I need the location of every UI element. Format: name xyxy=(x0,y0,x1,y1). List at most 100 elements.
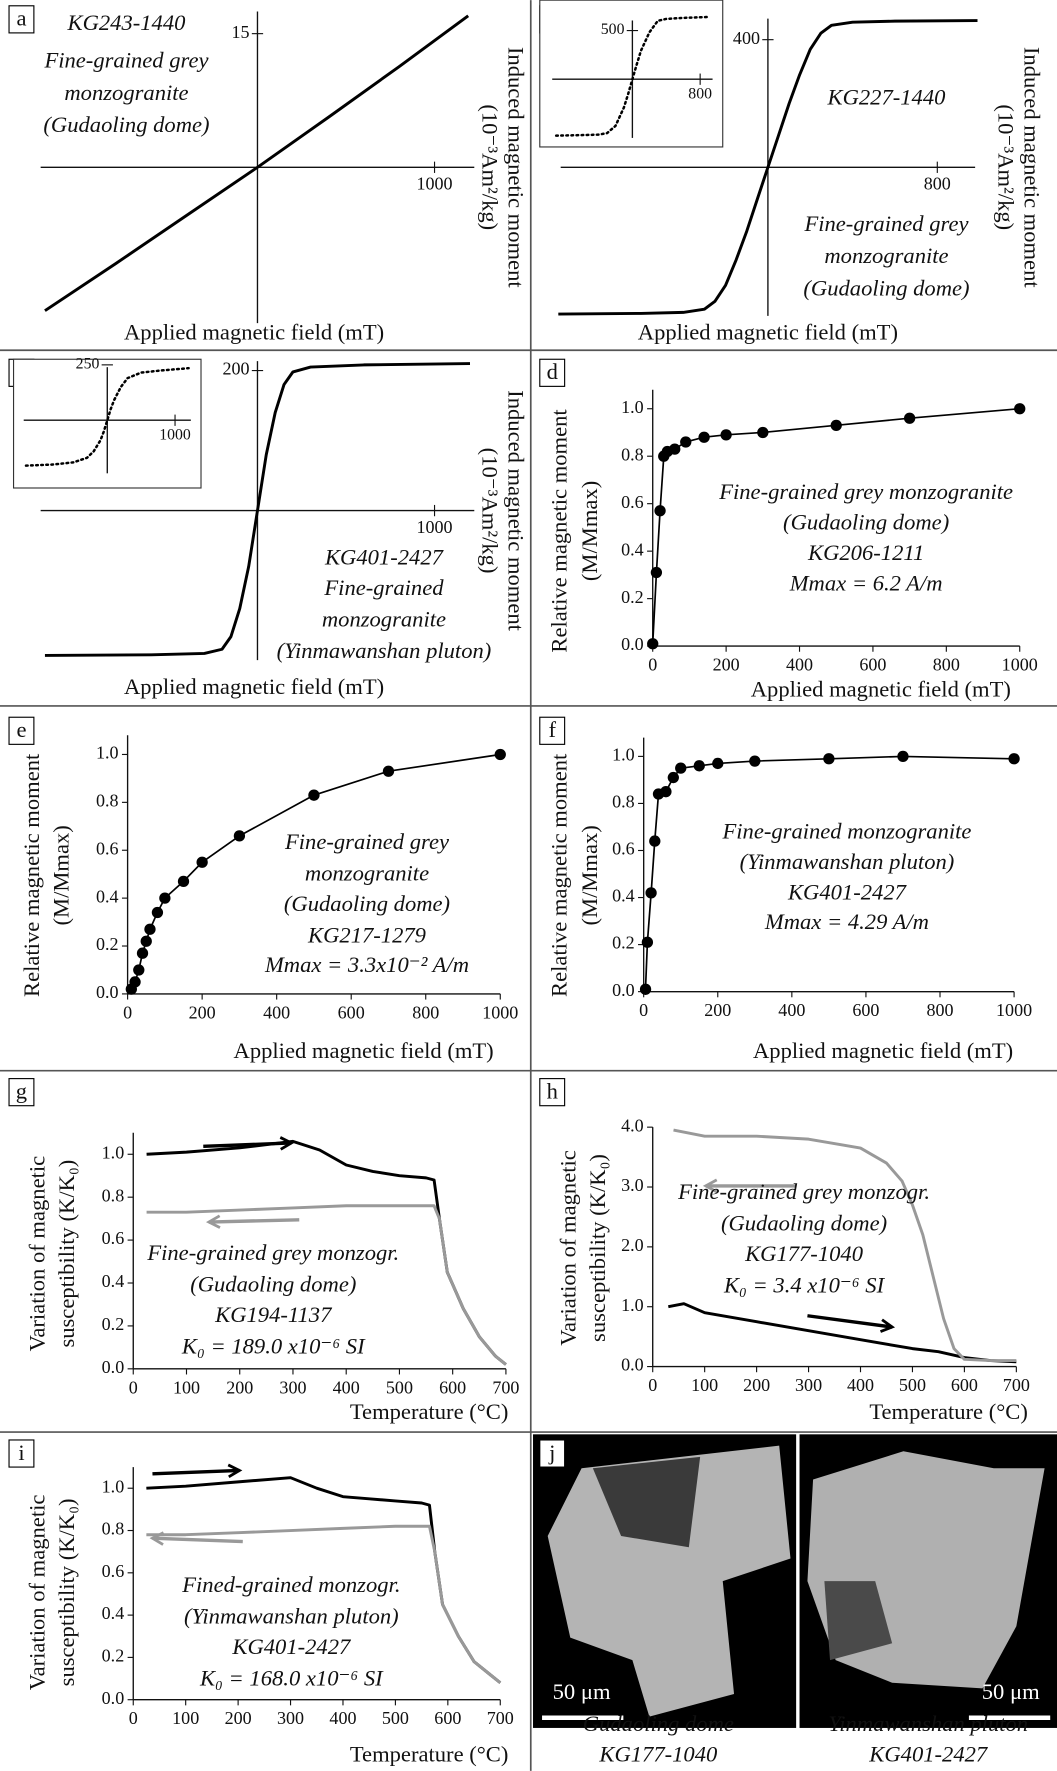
x-axis-label: Applied magnetic field (mT) xyxy=(124,674,384,699)
grain xyxy=(592,1456,701,1548)
annotation: KG217-1279 xyxy=(307,923,426,948)
x-tick-label: 0 xyxy=(648,655,657,675)
chart-panel: 1000 15 a KG243-1440 Fine-grained grey monzog… xyxy=(8,5,529,345)
annotation: K₀ = 3.4 x10⁻⁶ SI xyxy=(723,1273,886,1298)
y-tick-label: 500 xyxy=(601,21,625,38)
data-point xyxy=(639,983,652,995)
annotation: KG401-2427 xyxy=(231,1634,352,1659)
grain xyxy=(547,1445,791,1717)
annotation: KG177-1040 xyxy=(744,1241,863,1266)
y-tick-label: 0.0 xyxy=(96,982,119,1002)
annotation: Fine-grained grey xyxy=(284,829,450,854)
y-tick-label: 0.2 xyxy=(102,1314,125,1334)
data-point xyxy=(129,976,141,988)
x-axis-label: Applied magnetic field (mT) xyxy=(234,1038,494,1063)
caption: Yinmawanshan pluton xyxy=(828,1711,1028,1736)
annotation: (Gudaoling dome) xyxy=(783,509,949,534)
panel-label-box xyxy=(539,1439,566,1468)
data-point xyxy=(177,875,190,888)
y-tick-label: 0.0 xyxy=(621,1355,644,1375)
chart-panel: 0 100 200 300 400 500 600 700 0.0 0.2 0.4 0.6 0.8 1.0… xyxy=(8,1078,519,1424)
data-point xyxy=(136,947,149,959)
x-tick-label: 1000 xyxy=(416,517,452,537)
y-tick-label: 0.8 xyxy=(102,1519,125,1539)
arrow-head xyxy=(149,1531,165,1546)
x-tick-label: 200 xyxy=(704,1000,731,1020)
caption: Gudaoling dome xyxy=(583,1711,734,1736)
x-tick-label: 200 xyxy=(225,1708,252,1728)
arrow xyxy=(152,1468,240,1476)
panel-label: e xyxy=(16,717,26,742)
chart-panel: 0 200 400 600 800 1000 0.0 0.2 0.4 0.6 0.8 1.0 e Fine… xyxy=(8,716,518,1063)
y-tick-label: 0.6 xyxy=(102,1561,125,1581)
x-tick-label: 100 xyxy=(172,1708,199,1728)
x-tick-label: 300 xyxy=(795,1375,822,1395)
x-axis-label: Temperature (°C) xyxy=(869,1399,1028,1424)
panel-label: i xyxy=(18,1440,24,1465)
y-tick-label: 0.6 xyxy=(621,492,644,512)
x-tick-label: 800 xyxy=(688,86,712,103)
chart-panel: 800 500 xyxy=(539,0,724,148)
annotation: Mmax = 4.29 A/m xyxy=(764,909,929,934)
data-point xyxy=(494,748,506,761)
scale-label: 50 μm xyxy=(982,1679,1040,1704)
x-tick-label: 0 xyxy=(648,1375,657,1395)
micrographs: 50 μm 50 μm j Gudaoling dome KG177-1040 … xyxy=(533,1434,1057,1766)
annotation: monzogranite xyxy=(64,80,188,105)
y-tick-label: 0.2 xyxy=(96,934,119,954)
x-tick-label: 600 xyxy=(951,1375,978,1395)
series-line xyxy=(44,362,471,657)
data-point xyxy=(650,566,663,579)
annotation: Fine-grained grey monzogranite xyxy=(718,479,1013,504)
y-tick-label: 1.0 xyxy=(621,1295,644,1315)
data-point xyxy=(823,753,835,765)
annotation: Fine-grained grey xyxy=(43,47,209,72)
data-point xyxy=(669,443,681,455)
x-tick-label: 800 xyxy=(926,1000,953,1020)
y-tick-label: 0.4 xyxy=(612,886,635,906)
chart-panel: 0 100 200 300 400 500 600 700 0.0 1.0 2.0 3.0 4.0 h Fi… xyxy=(539,1078,1030,1424)
x-tick-label: 1000 xyxy=(482,1002,518,1022)
y-axis-label: (M/Mmax) xyxy=(48,825,73,925)
y-axis-label: Variation of magnetic xyxy=(25,1495,50,1691)
x-axis-label: Temperature (°C) xyxy=(350,1399,509,1424)
annotation: (Gudaoling dome) xyxy=(721,1211,887,1236)
x-tick-label: 400 xyxy=(786,655,813,675)
x-tick-label: 1000 xyxy=(159,427,191,444)
panel-label-box xyxy=(539,716,566,745)
y-axis-label: (M/Mmax) xyxy=(577,481,602,581)
annotation: Mmax = 3.3x10⁻² A/m xyxy=(264,952,469,977)
arrow-head xyxy=(879,1318,896,1333)
chart-panel: 0 100 200 300 400 500 600 700 0.0 0.2 0.4 0.6 0.8 1.0… xyxy=(8,1439,514,1766)
annotation: (Gudaoling dome) xyxy=(284,891,450,916)
y-tick-label: 1.0 xyxy=(102,1476,125,1496)
arrow xyxy=(208,1218,300,1224)
data-point xyxy=(159,892,171,904)
y-tick-label: 0.8 xyxy=(621,444,644,464)
x-tick-label: 800 xyxy=(412,1002,439,1022)
annotation: Fine-grained grey monzogr. xyxy=(146,1240,399,1265)
y-axis-label: Variation of magnetic xyxy=(555,1150,580,1346)
y-tick-label: 15 xyxy=(232,22,250,42)
x-tick-label: 1000 xyxy=(1002,655,1038,675)
x-tick-label: 200 xyxy=(743,1375,770,1395)
data-point xyxy=(667,771,679,784)
annotation: K₀ = 168.0 x10⁻⁶ SI xyxy=(199,1666,384,1691)
arrow-head xyxy=(702,1178,718,1194)
x-tick-label: 0 xyxy=(123,1002,132,1022)
panel-label: h xyxy=(547,1078,558,1103)
x-tick-label: 600 xyxy=(338,1002,365,1022)
arrow xyxy=(807,1314,893,1329)
x-tick-label: 300 xyxy=(279,1377,306,1397)
panel-label-box xyxy=(8,1439,35,1468)
data-point xyxy=(649,835,661,847)
x-tick-label: 600 xyxy=(859,655,886,675)
y-tick-label: 0.2 xyxy=(102,1646,125,1666)
arrow-head xyxy=(279,1136,295,1151)
chart-panel: 0 200 400 600 800 1000 0.0 0.2 0.4 0.6 0.8 1.0 d Fine… xyxy=(539,358,1038,701)
annotation: KG206-1211 xyxy=(807,540,924,565)
y-tick-label: 0.2 xyxy=(621,587,644,607)
data-point xyxy=(720,429,732,441)
